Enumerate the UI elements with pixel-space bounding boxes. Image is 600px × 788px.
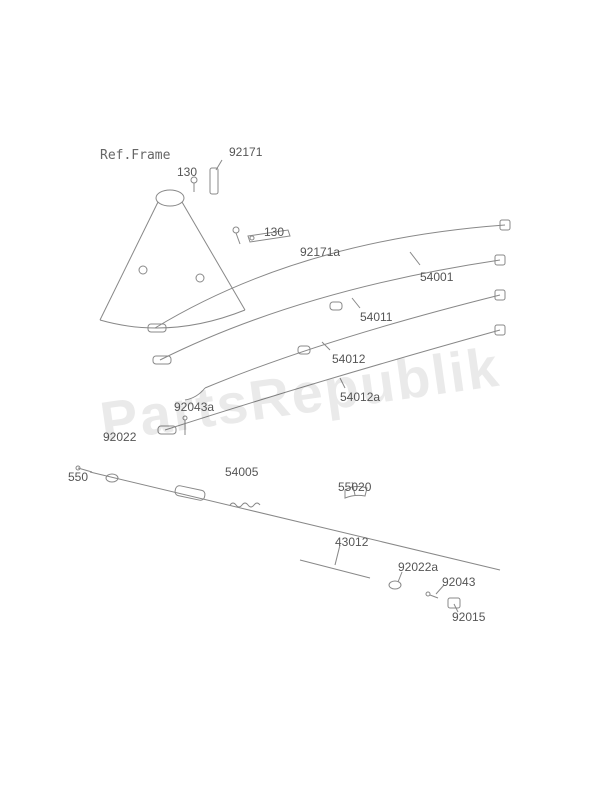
- callout-55020: 55020: [338, 480, 371, 494]
- callout-54012a: 54012a: [340, 390, 380, 404]
- callout-92171: 92171: [229, 145, 262, 159]
- callout-130a: 130: [264, 225, 284, 239]
- callout-550: 550: [68, 470, 88, 484]
- parts-diagram: PartsRepublik Ref.Frame 92171 130 130 92…: [0, 0, 600, 788]
- callout-54011: 54011: [360, 310, 392, 324]
- callout-43012: 43012: [335, 535, 368, 549]
- callout-92022: 92022: [103, 430, 136, 444]
- callout-54005: 54005: [225, 465, 258, 479]
- callout-92015: 92015: [452, 610, 485, 624]
- callout-54012: 54012: [332, 352, 365, 366]
- callout-92043: 92043: [442, 575, 475, 589]
- diagram-svg: [0, 0, 600, 788]
- callout-130: 130: [177, 165, 197, 179]
- callout-92043a: 92043a: [174, 400, 214, 414]
- ref-frame-label: Ref.Frame: [100, 148, 170, 163]
- callout-92022a: 92022a: [398, 560, 438, 574]
- callout-54001: 54001: [420, 270, 453, 284]
- callout-92171a: 92171a: [300, 245, 340, 259]
